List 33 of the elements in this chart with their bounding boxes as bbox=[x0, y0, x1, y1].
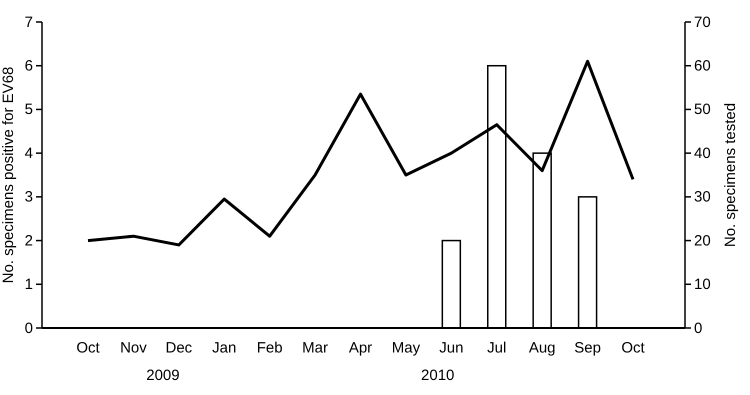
x-tick-label: Oct bbox=[621, 340, 646, 357]
x-tick-label: Mar bbox=[302, 340, 328, 357]
y2-tick-label: 0 bbox=[694, 320, 702, 337]
y-tick-label: 0 bbox=[24, 320, 33, 337]
x-tick-label: Sep bbox=[574, 340, 601, 357]
text: 2010 bbox=[421, 367, 454, 384]
y-axis-title: No. specimens positive for EV68 bbox=[0, 66, 17, 284]
x-tick-label: Jun bbox=[439, 340, 464, 357]
x-tick-label: Aug bbox=[528, 340, 556, 357]
x-tick-label: Feb bbox=[256, 340, 283, 357]
y2-axis-title: No. specimens tested bbox=[722, 102, 739, 248]
text: 2009 bbox=[146, 367, 180, 384]
y2-tick-label: 70 bbox=[694, 14, 711, 31]
y2-tick-label: 60 bbox=[694, 58, 711, 75]
y2-tick-label: 50 bbox=[694, 101, 711, 118]
y-tick-label: 3 bbox=[24, 188, 33, 206]
y-tick-label: 2 bbox=[24, 232, 33, 250]
y2-tick-label: 40 bbox=[694, 144, 711, 162]
y-tick-label: 7 bbox=[24, 14, 33, 31]
x-tick-label: Dec bbox=[165, 340, 193, 357]
y-tick-label: 5 bbox=[24, 101, 33, 118]
y2-tick-label: 20 bbox=[694, 232, 711, 250]
x-tick-label: Jul bbox=[487, 340, 506, 357]
x-tick-label: Nov bbox=[120, 340, 148, 357]
x-tick-label: Apr bbox=[348, 340, 372, 357]
x-tick-label: Jan bbox=[212, 340, 236, 357]
y-tick-label: 1 bbox=[24, 276, 33, 294]
x-tick-label: May bbox=[392, 340, 421, 357]
x-tick-label: Oct bbox=[76, 340, 100, 357]
y-tick-label: 4 bbox=[24, 144, 33, 162]
y2-tick-label: 10 bbox=[694, 276, 711, 294]
y2-tick-label: 30 bbox=[694, 188, 711, 206]
y-tick-label: 6 bbox=[24, 58, 33, 75]
